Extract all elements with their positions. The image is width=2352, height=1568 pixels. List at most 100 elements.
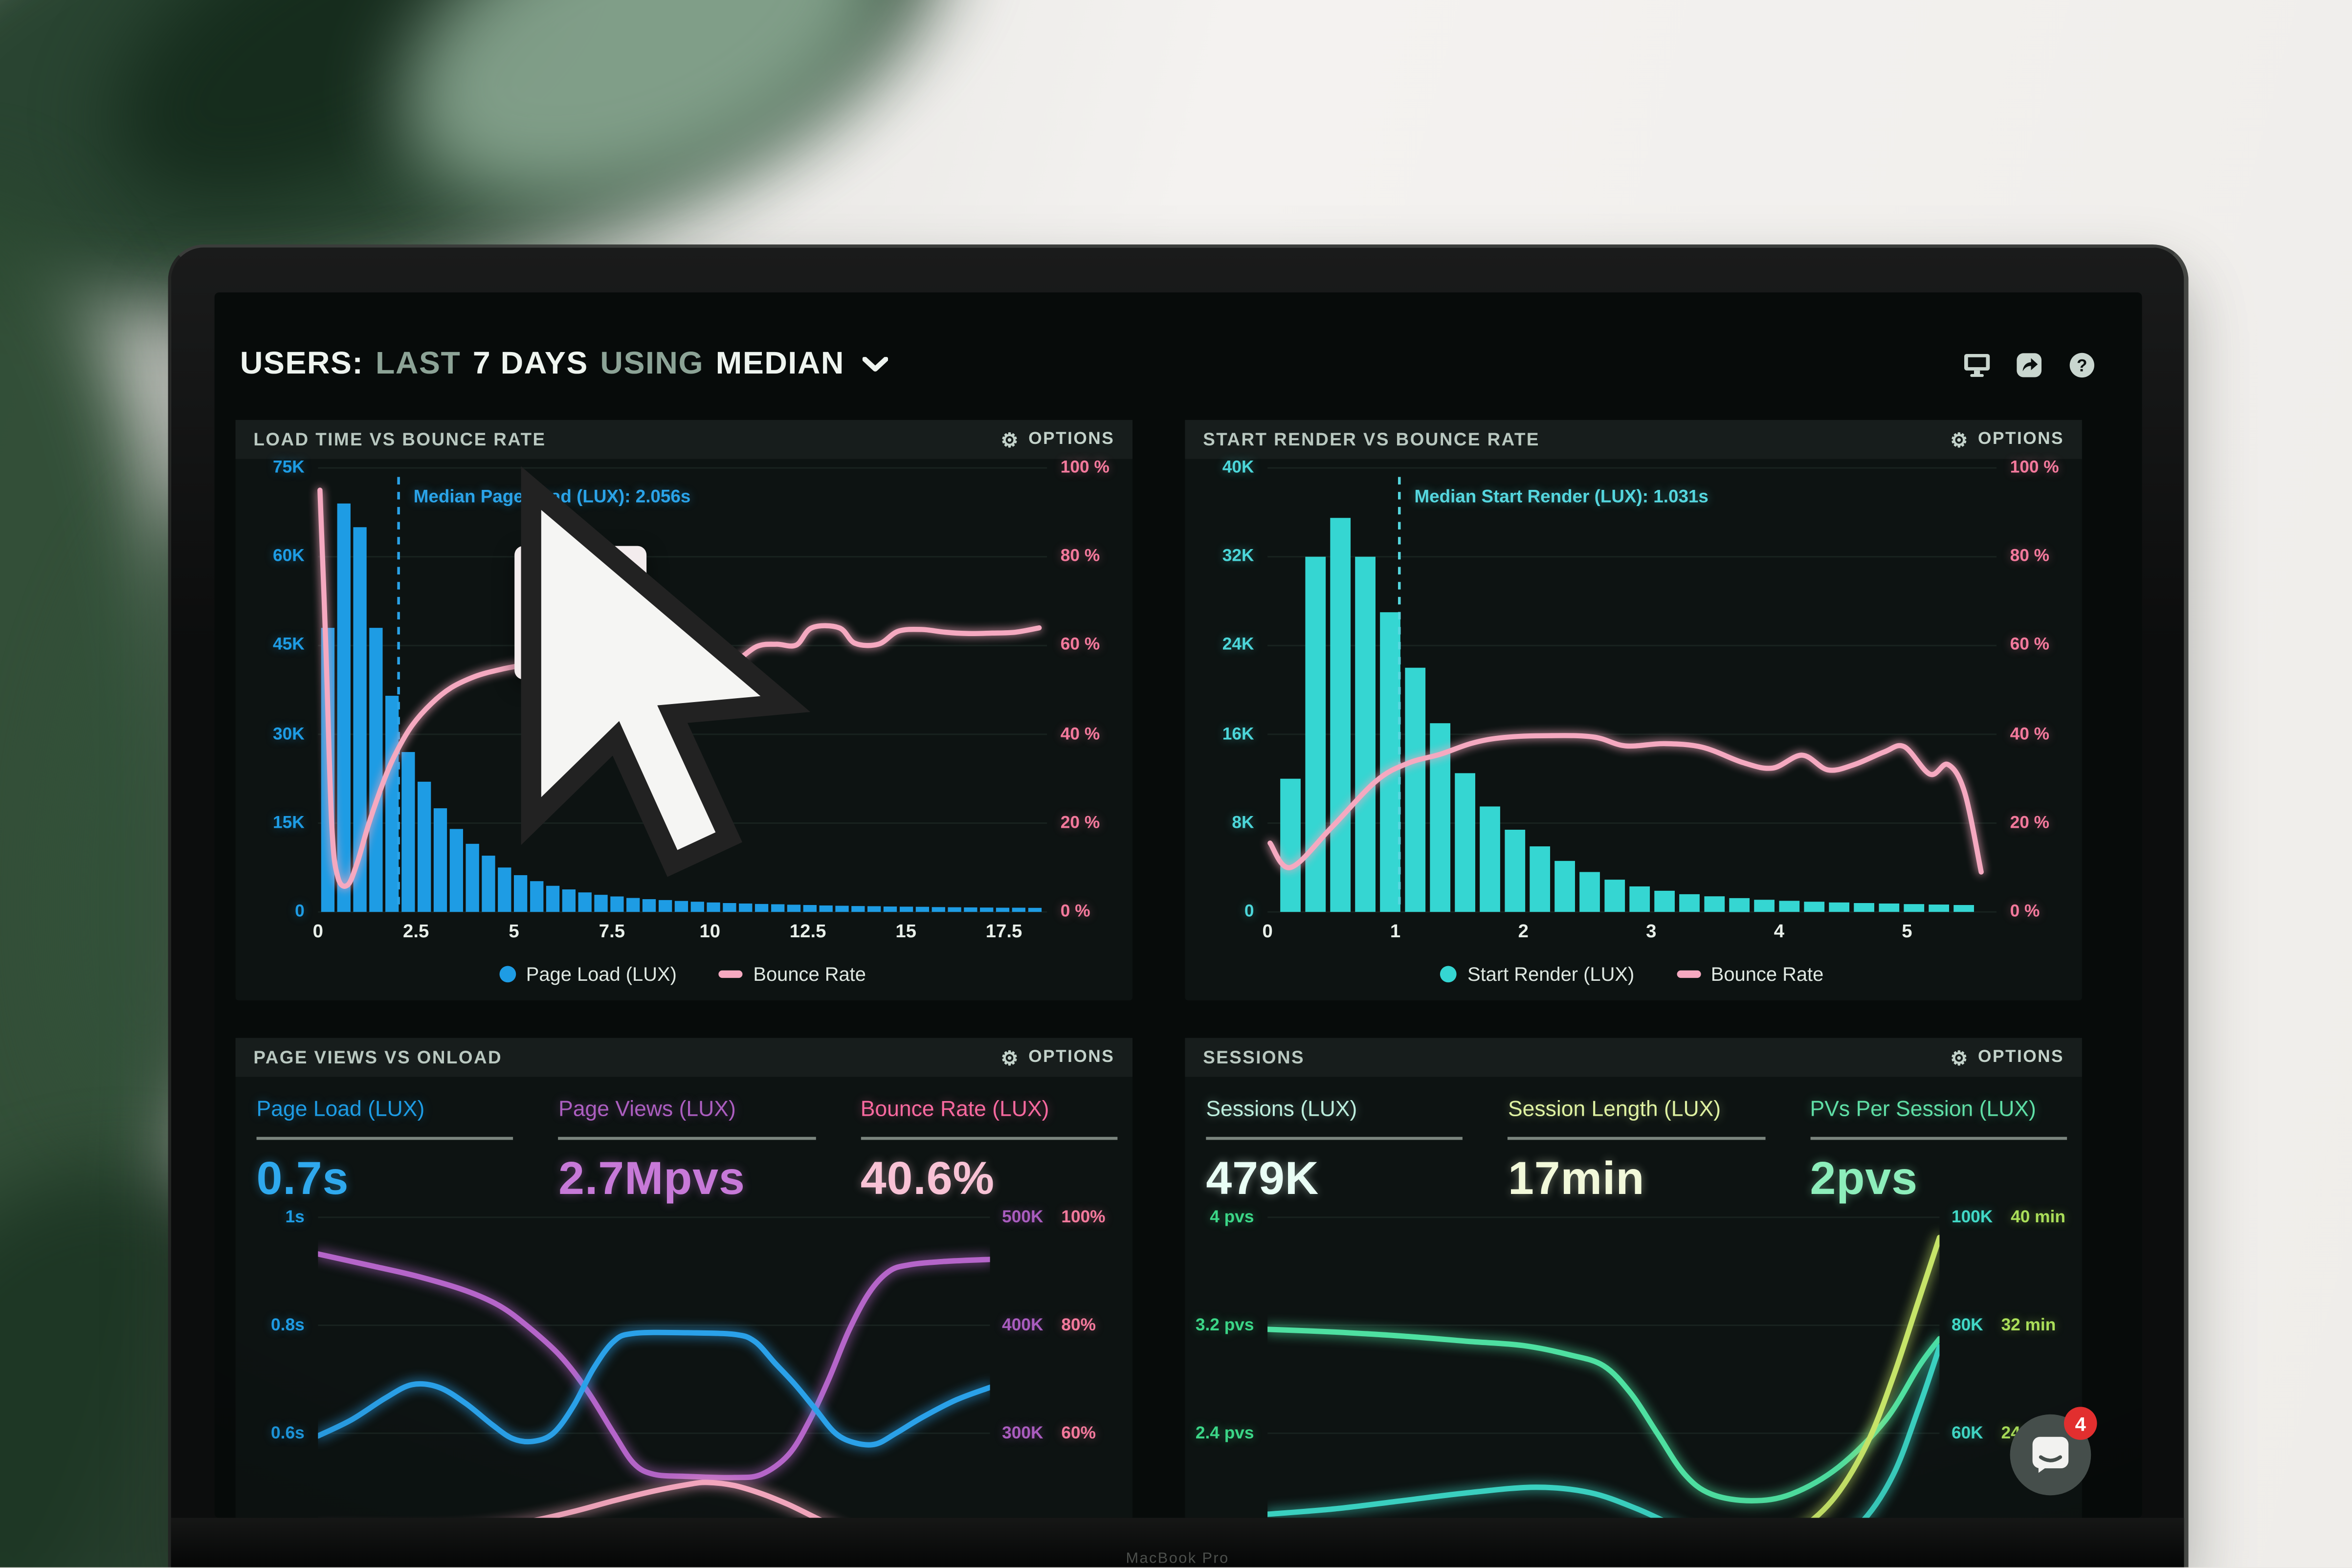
panel-title: PAGE VIEWS VS ONLOAD [253,1047,503,1068]
chart-plot: Bounce Rate 7s 57.1% Median Page Load (L… [317,466,1047,913]
y-tick-label: 0.8s [271,1316,305,1334]
y-axis-right: 100 % 80 % 60 % 40 % 20 % 0 % [1047,459,1132,921]
header-toolbar: ? [1962,350,2097,379]
gear-icon: ⚙ [1950,1046,1969,1069]
x-tick-label: 12.5 [789,921,826,942]
metric: Session Length (LUX) 17min [1508,1098,1765,1206]
legend-label: Page Load (LUX) [526,963,677,986]
chart-plot [318,1203,990,1518]
header-title-word: USERS: [240,346,364,381]
options-button[interactable]: ⚙ OPTIONS [1001,1048,1115,1067]
gear-icon: ⚙ [1000,428,1020,451]
y-axis-left: 40K 32K 24K 16K 8K 0 [1185,459,1267,921]
help-icon[interactable]: ? [2067,350,2097,379]
legend-label: Start Render (LUX) [1467,963,1635,986]
laptop-hinge: MacBook Pro [171,1518,2184,1568]
y-tick-label: 40K [1222,459,1254,477]
y-tick-label: 4 pvs [1210,1208,1254,1227]
panel-title: SESSIONS [1203,1047,1305,1068]
y-tick-label: 40 min [2011,1208,2065,1227]
panel-title: START RENDER VS BOUNCE RATE [1203,429,1540,450]
y-tick-label: 20 % [1060,814,1100,832]
metric: Page Load (LUX) 0.7s [256,1098,514,1206]
y-tick-label: 60% [1061,1424,1096,1442]
users-range-dropdown[interactable]: USERS: LAST 7 DAYS USING MEDIAN [240,347,888,383]
metrics-row: Sessions (LUX) 479K Session Length (LUX) 17… [1206,1098,2067,1206]
legend-item: Page Load (LUX) [499,963,677,985]
y-tick-label: 60K [272,548,305,566]
metric-underline [860,1137,1118,1140]
line-chart [318,1216,990,1518]
y-tick-label: 32 min [2001,1316,2056,1334]
y-tick-label: 80K [1951,1316,1983,1334]
options-button[interactable]: ⚙ OPTIONS [1950,430,2064,449]
y-tick-label: 0 [295,903,305,921]
median-line-label: Median Start Render (LUX): 1.031s [1414,486,1709,507]
line-chart [1267,1216,1940,1518]
metric-underline [256,1137,514,1140]
y-tick-label: 80 % [1060,548,1100,566]
y-tick-label: 100% [1061,1208,1106,1227]
metric-underline [1508,1137,1765,1140]
metric-label: Sessions (LUX) [1206,1098,1357,1122]
options-button[interactable]: ⚙ OPTIONS [1001,430,1115,449]
x-tick-label: 7.5 [599,921,625,942]
options-label: OPTIONS [1028,1048,1115,1067]
chat-unread-badge: 4 [2064,1407,2097,1440]
y-tick-row: 80K 32 min [1952,1316,2082,1334]
legend-dash-marker [718,971,743,978]
y-tick-label: 100K [1951,1208,1993,1227]
y-tick-label: 80 % [2010,548,2050,566]
header-title-word: MEDIAN [715,346,845,381]
chart-legend: Start Render (LUX) Bounce Rate [1267,963,1997,985]
y-tick-label: 2.4 pvs [1195,1424,1254,1442]
y-tick-label: 0 [1244,903,1254,921]
y-tick-label: 3.2 pvs [1195,1316,1254,1334]
panel-start-render-vs-bounce-rate: START RENDER VS BOUNCE RATE ⚙ OPTIONS 40… [1185,420,2082,1001]
legend-item: Start Render (LUX) [1440,963,1635,986]
y-tick-row: 100K 40 min [1952,1208,2082,1226]
x-tick-label: 2 [1518,921,1529,942]
y-tick-label: 1s [285,1208,305,1227]
dashboard-screen: USERS: LAST 7 DAYS USING MEDIAN ? [214,292,2142,1518]
panel-page-views-vs-onload: PAGE VIEWS VS ONLOAD ⚙ OPTIONS Page Load… [235,1038,1133,1518]
y-tick-label: 24K [1222,636,1254,655]
y-tick-label: 32K [1222,548,1254,566]
legend-dot-marker [499,966,516,983]
share-icon[interactable] [2015,350,2044,379]
header-title-word: LAST [376,346,461,381]
chart-plot: Median Start Render (LUX): 1.031s [1267,467,1997,913]
y-tick-label: 500K [1002,1208,1043,1227]
panel-header: PAGE VIEWS VS ONLOAD ⚙ OPTIONS [235,1038,1133,1077]
y-tick-label: 100 % [2010,459,2059,477]
display-icon[interactable] [1962,350,1992,379]
options-button[interactable]: ⚙ OPTIONS [1950,1048,2064,1067]
y-tick-row: 300K 60% [1002,1424,1132,1442]
y-tick-label: 400K [1002,1316,1043,1334]
y-tick-label: 80% [1061,1316,1096,1334]
options-label: OPTIONS [1978,1048,2064,1067]
metric: Page Views (LUX) 2.7Mpvs [558,1098,816,1206]
x-tick-label: 2.5 [403,921,429,942]
legend-item: Bounce Rate [1676,963,1823,985]
y-tick-label: 0 % [2010,903,2040,921]
metric: Sessions (LUX) 479K [1206,1098,1463,1206]
metric-value: 2.7Mpvs [558,1151,745,1205]
mouse-cursor-icon [521,466,811,877]
panel-sessions: SESSIONS ⚙ OPTIONS Sessions (LUX) 479K Ses… [1185,1038,2082,1518]
metric-value: 0.7s [256,1151,349,1205]
metric-underline [1206,1137,1463,1140]
x-tick-label: 1 [1390,921,1401,942]
panel-header: SESSIONS ⚙ OPTIONS [1185,1038,2082,1077]
chat-widget-button[interactable]: 4 [2010,1407,2097,1496]
metric-label: Bounce Rate (LUX) [860,1098,1049,1122]
y-tick-label: 60 % [2010,636,2050,655]
y-axis-left: 1s0.8s0.6s0.4s [236,1203,318,1518]
y-tick-label: 16K [1222,725,1254,744]
y-tick-label: 15K [272,814,305,832]
y-axis-left: 75K 60K 45K 30K 15K 0 [236,459,318,921]
metric: Bounce Rate (LUX) 40.6% [860,1098,1118,1206]
y-tick-label: 100 % [1060,459,1109,477]
